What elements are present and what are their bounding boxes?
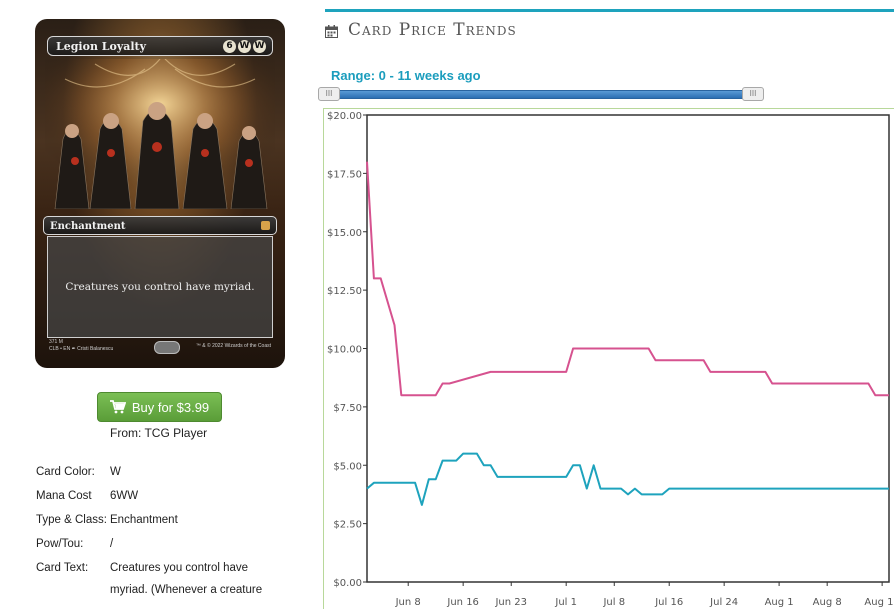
x-tick-label: Aug 1 — [765, 597, 794, 608]
x-tick-label: Aug 16 — [864, 597, 894, 608]
card-name: Legion Loyalty — [56, 40, 147, 53]
x-tick-label: Jun 16 — [446, 597, 479, 608]
card-copyright: ™ & © 2022 Wizards of the Coast — [195, 343, 271, 349]
y-tick-label: $7.50 — [333, 403, 362, 414]
attribute-value: Creatures you control have myriad. (When… — [110, 562, 263, 596]
attribute-value: Enchantment — [110, 514, 178, 526]
mana-symbol-generic: 6 — [223, 40, 236, 53]
attribute-label: Pow/Tou: — [36, 538, 84, 550]
mana-symbol-white: W — [238, 40, 251, 53]
section-title: Card Price Trends — [348, 20, 517, 40]
y-tick-label: $20.00 — [327, 111, 362, 122]
card-rules-text: Creatures you control have myriad. — [65, 281, 255, 293]
card-name-bar: Legion Loyalty 6 W W — [47, 36, 273, 56]
holo-stamp-icon — [154, 341, 180, 354]
range-slider-track[interactable] — [318, 90, 764, 99]
x-tick-label: Jun 23 — [494, 597, 527, 608]
series-line-low-price — [366, 452, 889, 506]
attribute-value: 6WW — [110, 490, 139, 502]
calendar-icon — [325, 25, 338, 38]
mana-cost-symbols: 6 W W — [223, 40, 266, 53]
section-top-rule — [325, 9, 894, 12]
attribute-value: / — [110, 538, 114, 550]
mana-symbol-white: W — [253, 40, 266, 53]
card-footer: 371 M CLB • EN ✒ Cristi Balanescu ™ & © … — [49, 339, 271, 355]
attribute-label: Card Color: — [36, 466, 95, 478]
range-label: Range: 0 - 11 weeks ago — [331, 68, 481, 83]
card-artwork — [45, 59, 275, 209]
card-text-box: Creatures you control have myriad. — [47, 236, 273, 338]
y-tick-label: $17.50 — [327, 169, 362, 180]
card-type-bar: Enchantment — [43, 216, 277, 235]
x-tick-label: Aug 8 — [813, 597, 842, 608]
x-tick-label: Jul 1 — [554, 597, 577, 608]
price-chart-svg: $0.00 $2.50 $5.00 $7.50 $10.00 $12.50 $15.00 $1… — [327, 111, 894, 608]
attribute-value: W — [110, 466, 121, 478]
attribute-label: Card Text: — [36, 562, 89, 574]
price-source: From: TCG Player — [110, 426, 208, 440]
buy-button[interactable]: Buy for $3.99 — [97, 392, 222, 422]
x-tick-label: Jul 16 — [654, 597, 683, 608]
shopping-cart-icon — [109, 400, 126, 414]
y-tick-label: $5.00 — [333, 461, 362, 472]
series-line-high-price — [366, 161, 889, 397]
y-tick-label: $10.00 — [327, 345, 362, 356]
card-type-line: Enchantment — [50, 221, 126, 232]
x-tick-label: Jun 8 — [395, 597, 421, 608]
price-chart: $0.00 $2.50 $5.00 $7.50 $10.00 $12.50 $15.00 $1… — [323, 108, 894, 609]
y-tick-label: $0.00 — [333, 578, 362, 589]
x-tick-label: Jul 24 — [709, 597, 738, 608]
y-tick-label: $2.50 — [333, 520, 362, 531]
range-slider-handle-end[interactable]: III — [742, 87, 764, 101]
attribute-label: Mana Cost — [36, 490, 92, 502]
buy-button-label: Buy for $3.99 — [131, 399, 210, 415]
card-image: Legion Loyalty 6 W W Enchantment Creatur… — [35, 19, 285, 368]
set-symbol-icon — [261, 221, 270, 230]
range-slider-handle-start[interactable]: III — [318, 87, 340, 101]
card-collector-info: 371 M — [49, 339, 63, 345]
y-tick-label: $15.00 — [327, 228, 362, 239]
card-artist-credit: CLB • EN ✒ Cristi Balanescu — [49, 346, 114, 352]
x-tick-label: Jul 8 — [602, 597, 625, 608]
y-tick-label: $12.50 — [327, 286, 362, 297]
attribute-label: Type & Class: — [36, 514, 107, 526]
